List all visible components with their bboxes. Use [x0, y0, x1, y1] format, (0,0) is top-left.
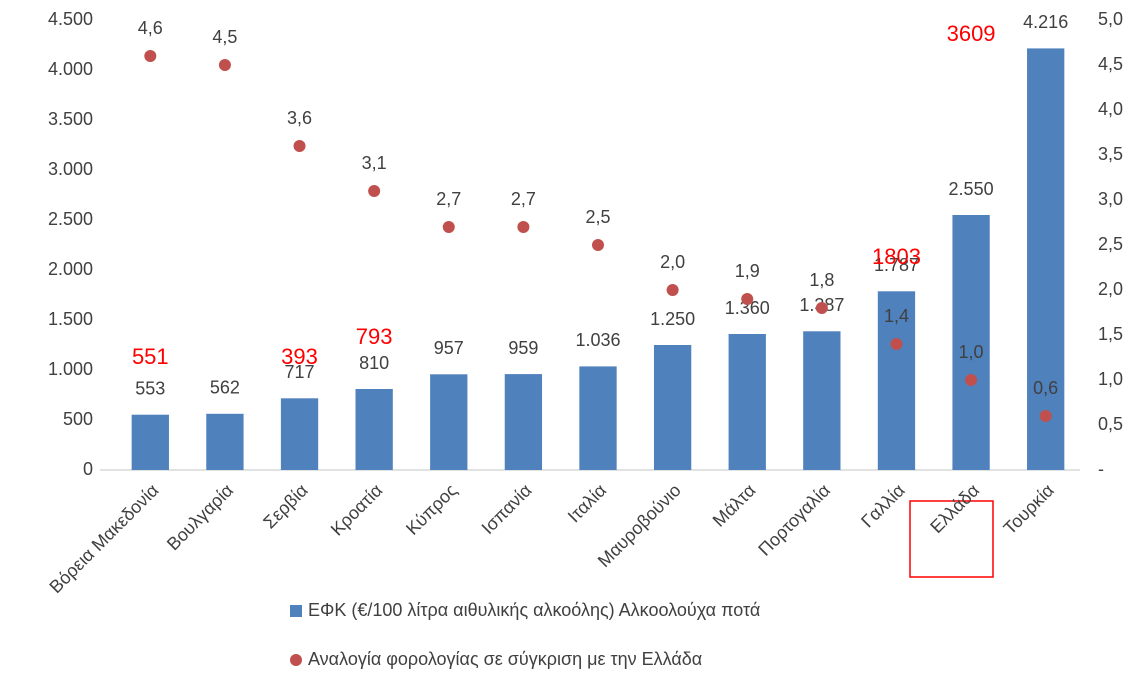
x-tick-label: Σερβία: [259, 480, 311, 532]
bar: [653, 345, 692, 470]
point: [442, 221, 455, 233]
bar-value-label: 957: [434, 338, 464, 358]
x-tick-label: Κροατία: [327, 480, 387, 540]
y2-tick-label: 3,5: [1098, 144, 1123, 164]
x-tick-label: Πορτογαλία: [754, 480, 834, 560]
y2-tick-label: 0,5: [1098, 414, 1123, 434]
point-value-label: 2,7: [511, 189, 536, 209]
annotation: 1803: [872, 244, 921, 269]
x-tick-label: Ελλάδα: [926, 480, 983, 537]
point-value-label: 1,9: [735, 261, 760, 281]
bar-value-label: 553: [135, 378, 165, 398]
bar: [877, 291, 916, 470]
point-value-label: 2,0: [660, 252, 685, 272]
point-value-label: 4,5: [212, 27, 237, 47]
bar: [355, 389, 393, 470]
bar-value-label: 562: [210, 378, 240, 398]
annotation: 393: [281, 344, 318, 369]
bar: [131, 414, 169, 470]
legend-label: Αναλογία φορολογίας σε σύγκριση με την Ε…: [308, 649, 702, 669]
y2-tick-label: 3,0: [1098, 189, 1123, 209]
legend-label: ΕΦΚ (€/100 λίτρα αιθυλικής αλκοόλης) Αλκ…: [308, 600, 760, 620]
y-tick-label: 0: [83, 459, 93, 479]
x-tick-label: Βουλγαρία: [163, 480, 237, 554]
legend-swatch: [290, 654, 302, 666]
bar-value-label: 1.787: [874, 255, 919, 275]
point-value-label: 1,4: [884, 306, 909, 326]
bar-value-label: 2.550: [949, 179, 994, 199]
point: [815, 302, 828, 314]
point-value-label: 3,1: [362, 153, 387, 173]
bar: [430, 374, 468, 470]
y2-tick-label: 5,0: [1098, 9, 1123, 29]
x-tick-label: Κύπρος: [402, 480, 461, 539]
bar: [579, 366, 617, 470]
annotation: 3609: [947, 21, 996, 46]
point: [293, 140, 306, 152]
bar-value-label: 810: [359, 353, 389, 373]
point-value-label: 3,6: [287, 108, 312, 128]
y-tick-label: 4.500: [48, 9, 93, 29]
point-value-label: 2,5: [585, 207, 610, 227]
y-tick-label: 4.000: [48, 59, 93, 79]
point-value-label: 2,7: [436, 189, 461, 209]
bar: [504, 374, 543, 470]
point: [741, 293, 754, 305]
point-value-label: 4,6: [138, 18, 163, 38]
bar: [803, 331, 841, 470]
point: [666, 284, 679, 296]
bar: [1027, 48, 1065, 471]
annotation: 551: [132, 344, 169, 369]
bar-value-label: 1.036: [575, 330, 620, 350]
bar: [728, 334, 766, 470]
point-value-label: 0,6: [1033, 378, 1058, 398]
y-tick-label: 3.000: [48, 159, 93, 179]
x-tick-label: Τουρκία: [1000, 480, 1058, 538]
y-tick-label: 3.500: [48, 109, 93, 129]
bar-value-label: 1.250: [650, 309, 695, 329]
x-tick-label: Ιταλία: [564, 480, 610, 526]
point-value-label: 1,0: [959, 342, 984, 362]
y2-tick-label: -: [1098, 459, 1104, 479]
x-tick-label: Βόρεια Μακεδονία: [45, 480, 162, 597]
y-tick-label: 1.500: [48, 309, 93, 329]
x-tick-label: Ισπανία: [478, 480, 536, 538]
bar-value-label: 717: [285, 362, 315, 382]
highlight-box: [909, 500, 994, 578]
legend-swatch: [290, 605, 302, 617]
point: [1039, 410, 1052, 422]
y2-tick-label: 4,5: [1098, 54, 1123, 74]
y2-tick-label: 1,0: [1098, 369, 1123, 389]
annotation: 793: [356, 324, 393, 349]
bar: [280, 398, 319, 470]
point: [890, 338, 903, 350]
y2-tick-label: 2,0: [1098, 279, 1123, 299]
y-tick-label: 2.500: [48, 209, 93, 229]
bar-value-label: 4.216: [1023, 12, 1068, 32]
point: [517, 221, 530, 233]
point: [592, 239, 604, 251]
bar-value-label: 1.360: [725, 298, 770, 318]
x-tick-label: Γαλλία: [857, 480, 908, 531]
y2-tick-label: 2,5: [1098, 234, 1123, 254]
bar-value-label: 959: [508, 338, 538, 358]
point-value-label: 1,8: [809, 270, 834, 290]
point: [144, 50, 157, 62]
y-tick-label: 1.000: [48, 359, 93, 379]
bar: [952, 215, 990, 470]
y2-tick-label: 4,0: [1098, 99, 1123, 119]
point: [965, 374, 978, 386]
y-tick-label: 2.000: [48, 259, 93, 279]
y2-tick-label: 1,5: [1098, 324, 1123, 344]
y-tick-label: 500: [63, 409, 93, 429]
bar: [206, 413, 244, 470]
point: [368, 185, 381, 197]
point: [218, 59, 231, 71]
x-tick-label: Μάλτα: [709, 480, 760, 531]
